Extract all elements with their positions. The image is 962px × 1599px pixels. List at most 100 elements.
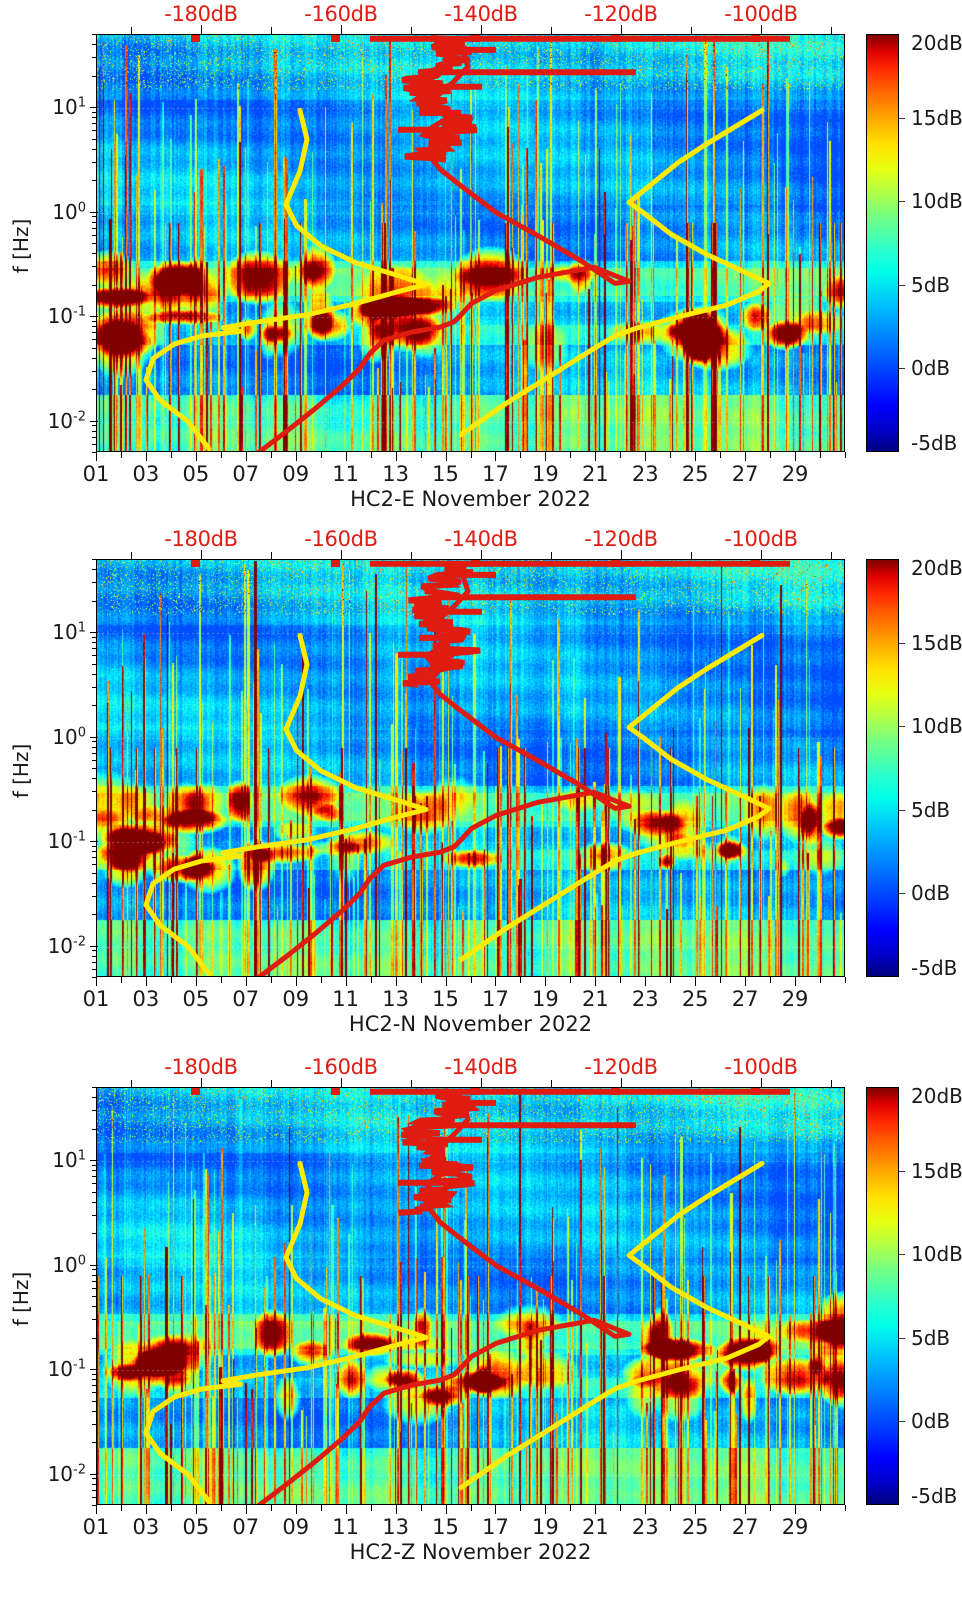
day-tick [320, 977, 322, 983]
day-tick [670, 1505, 672, 1511]
frequency-tick [92, 1319, 97, 1321]
top-axis-tick [271, 552, 272, 559]
frequency-axis-label: 10-1 [48, 1357, 86, 1381]
frequency-tick [90, 1369, 98, 1371]
frequency-tick [92, 221, 97, 223]
frequency-tick [92, 216, 97, 218]
day-axis-label: 09 [282, 462, 310, 486]
top-axis-tick [201, 550, 202, 559]
top-marker-1 [331, 35, 340, 42]
frequency-tick [92, 950, 97, 952]
day-tick [370, 977, 372, 983]
day-tick [570, 1505, 572, 1511]
top-axis-tick [831, 552, 832, 559]
colorbar-tick [899, 1421, 905, 1423]
frequency-tick [92, 123, 97, 125]
day-tick [795, 977, 797, 986]
frequency-tick [92, 75, 97, 77]
nlnm-right-curve [458, 107, 772, 438]
frequency-tick [92, 1373, 97, 1375]
day-axis-label: 27 [731, 987, 759, 1011]
day-tick [145, 977, 147, 986]
frequency-tick [92, 895, 97, 897]
colorbar-tick [899, 117, 905, 119]
top-axis-label: -160dB [304, 2, 378, 26]
top-marker-3 [611, 1088, 620, 1095]
frequency-tick [92, 955, 97, 957]
top-axis-tick [621, 25, 622, 34]
colorbar: 20dB 15dB 10dB 5dB 0dB -5dB [866, 556, 962, 980]
top-axis-label: -180dB [164, 527, 238, 551]
frequency-tick [92, 864, 97, 866]
day-axis-label: 25 [681, 462, 709, 486]
frequency-axis-label: 100 [52, 200, 86, 224]
top-marker-0 [191, 35, 200, 42]
top-db-axis: -180dB -160dB -140dB -120dB -100dB [96, 527, 845, 559]
colorbar-tick [899, 368, 905, 370]
y-label-exponent: -2 [73, 933, 86, 949]
top-axis-label: -160dB [304, 1055, 378, 1079]
y-label-exponent: -2 [73, 408, 86, 424]
frequency-tick [92, 1478, 97, 1480]
frequency-tick [92, 44, 97, 46]
day-axis-label: 15 [432, 1515, 459, 1539]
spectrogram-plot-area[interactable] [96, 34, 845, 452]
day-tick [345, 1505, 347, 1514]
frequency-tick [90, 945, 98, 947]
frequency-tick [92, 34, 97, 35]
day-axis-label: 11 [332, 987, 360, 1011]
top-axis-tick [201, 1078, 202, 1087]
day-tick [445, 1505, 447, 1514]
frequency-tick [92, 1337, 97, 1339]
nlnm-left-curve [143, 632, 429, 976]
day-tick [745, 1505, 747, 1514]
day-axis-label: 03 [132, 1515, 160, 1539]
colorbar-label: 20dB [911, 1084, 962, 1108]
frequency-tick [92, 266, 97, 268]
day-axis-label: 15 [432, 462, 459, 486]
frequency-axis-label: 100 [52, 725, 86, 749]
top-axis-label: -120dB [584, 527, 658, 551]
top-axis-tick [551, 552, 552, 559]
day-tick [370, 1505, 372, 1511]
day-tick [345, 452, 347, 461]
spectrogram-plot-area[interactable] [96, 559, 845, 977]
top-axis-tick [831, 1080, 832, 1087]
day-tick [845, 452, 846, 458]
day-tick [820, 977, 822, 983]
day-tick [170, 452, 172, 458]
day-tick [595, 452, 597, 461]
colorbar-label: -5dB [911, 1484, 958, 1508]
colorbar-label: 10dB [911, 714, 962, 739]
day-axis-label: 29 [781, 987, 809, 1011]
day-axis-label: 05 [182, 987, 210, 1011]
top-axis-label: -100dB [724, 527, 798, 551]
day-axis-label: 01 [82, 1515, 110, 1539]
y-label-mantissa: 10 [52, 199, 78, 224]
day-tick [120, 1505, 122, 1511]
frequency-tick [92, 1392, 97, 1394]
top-axis-label: -100dB [724, 2, 798, 26]
top-axis-label: -180dB [164, 1055, 238, 1079]
spectrogram-plot-area[interactable] [96, 1087, 845, 1505]
top-axis-tick [131, 27, 132, 34]
frequency-tick [92, 111, 97, 113]
frequency-tick [92, 436, 97, 438]
frequency-tick [92, 117, 97, 119]
frequency-axis-label: 10-2 [48, 1462, 86, 1486]
colorbar-label: 20dB [911, 556, 962, 580]
nhnm-highfreq-spikes [402, 560, 481, 688]
frequency-tick [92, 1170, 97, 1172]
day-tick [570, 452, 572, 458]
day-tick [395, 1505, 397, 1514]
day-axis: 01 03 05 07 09 11 13 15 17 19 21 23 25 27 29 [83, 977, 846, 1011]
colorbar-label: 5dB [911, 797, 951, 822]
day-tick [845, 977, 846, 983]
noise-model-overlay [143, 1088, 790, 1504]
day-tick [620, 1505, 622, 1511]
day-tick [220, 452, 222, 458]
day-tick [595, 1505, 597, 1514]
day-axis-label: 13 [382, 462, 409, 486]
y-label-mantissa: 10 [52, 724, 78, 749]
frequency-tick [92, 253, 97, 255]
